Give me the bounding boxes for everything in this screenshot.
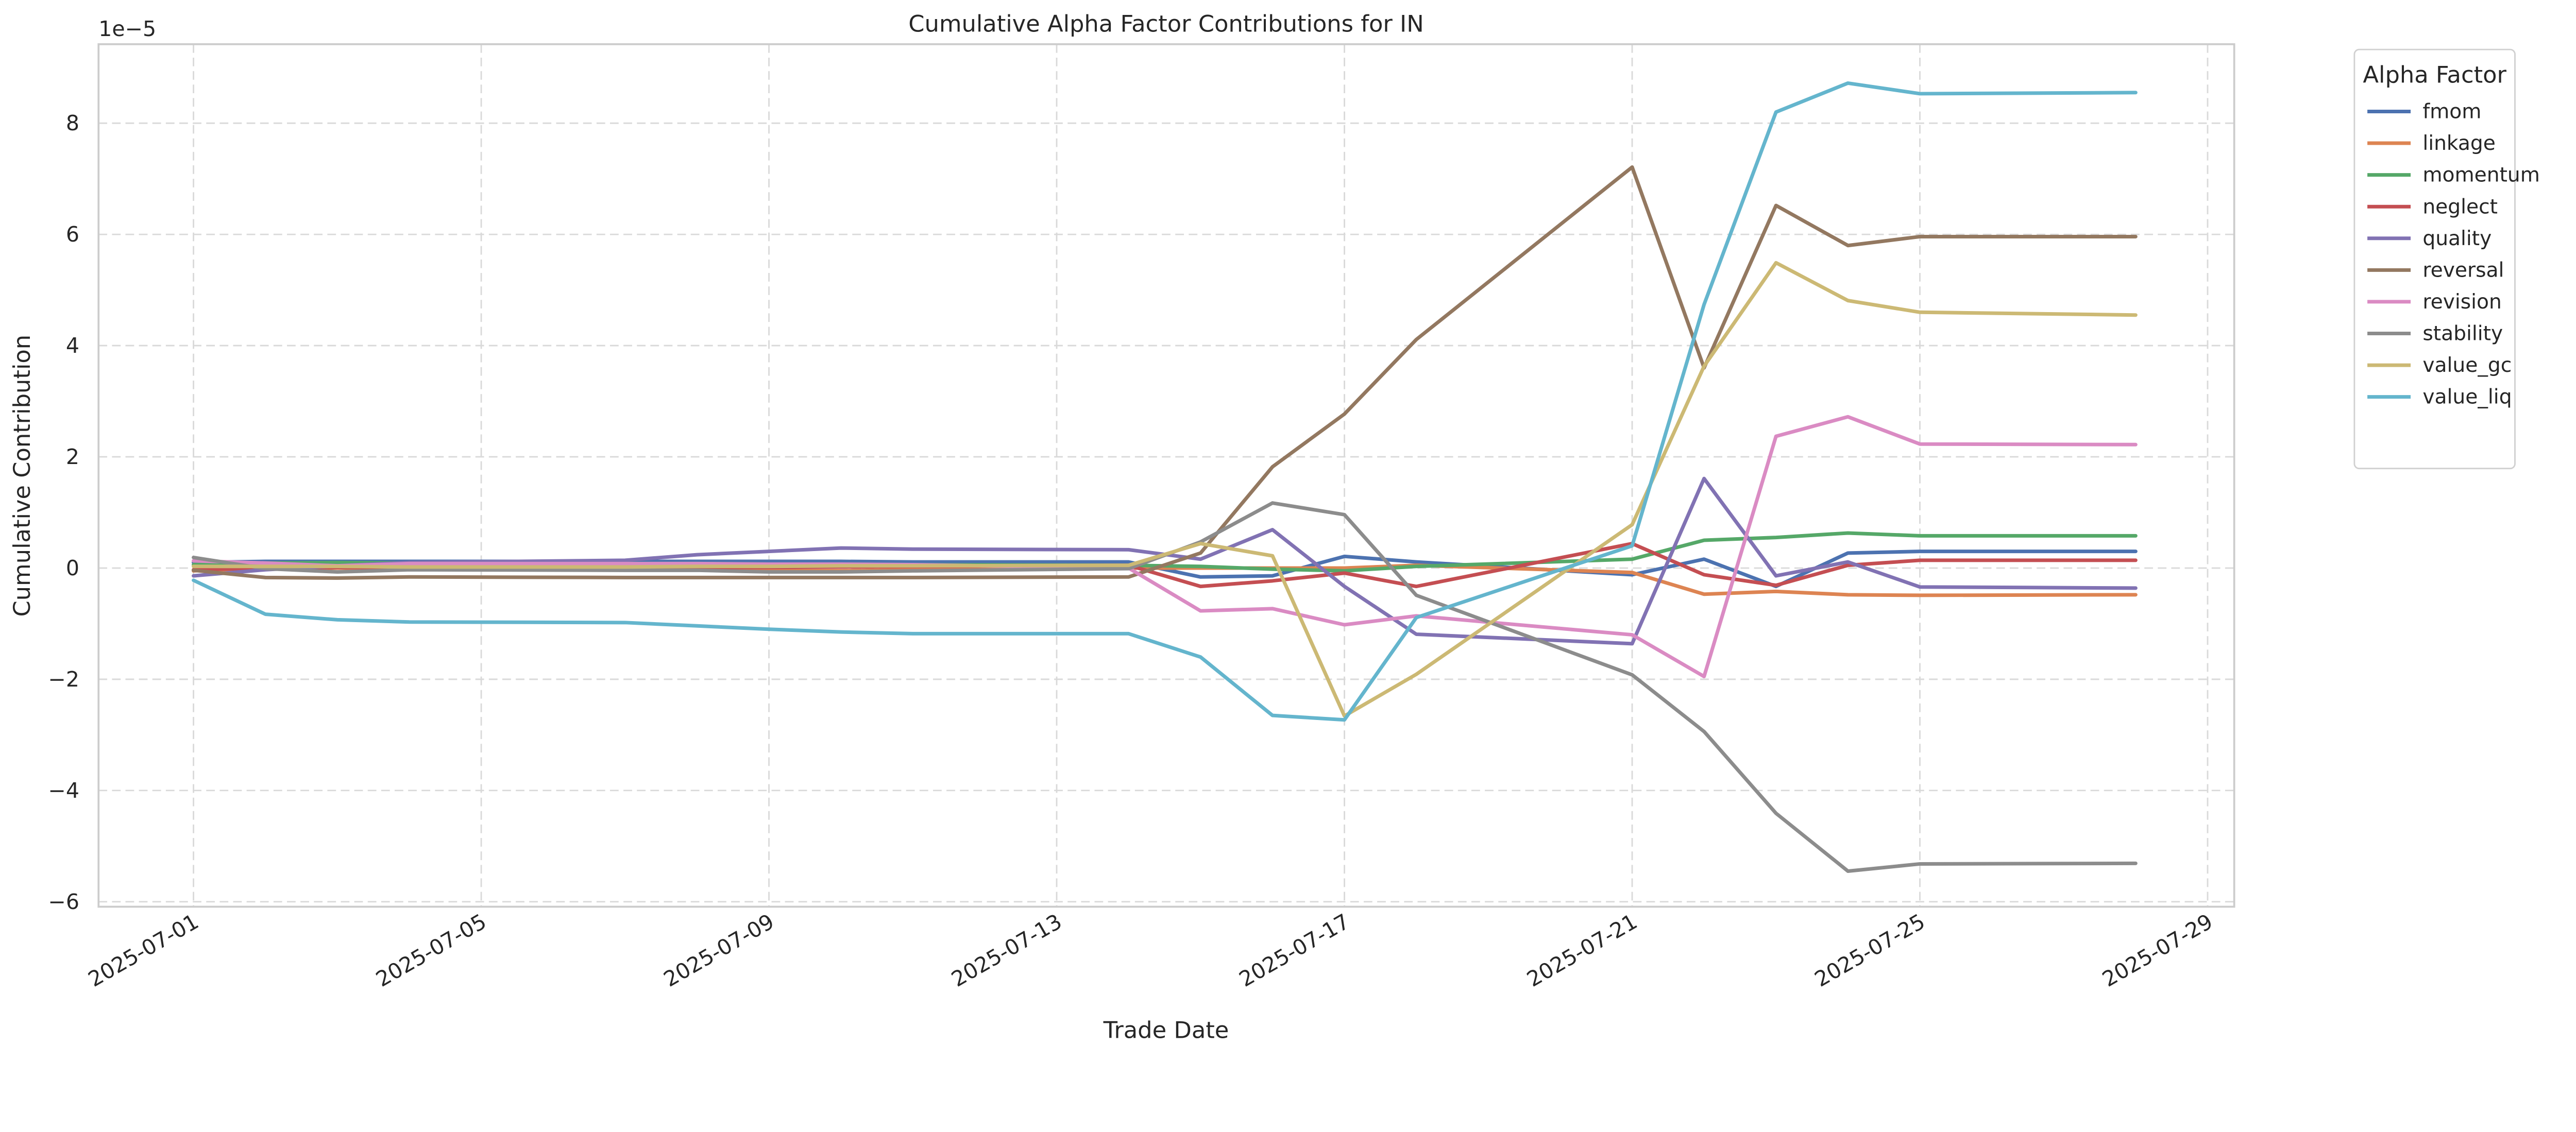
y-axis-multiplier: 1e−5 [98, 16, 156, 41]
x-tick-label: 2025-07-21 [1522, 909, 1641, 992]
series-line-revision [192, 415, 2138, 679]
series-line-reversal [192, 165, 2138, 580]
x-tick-label: 2025-07-13 [947, 909, 1066, 992]
legend-label-quality: quality [2422, 227, 2492, 250]
legend: Alpha Factor fmom linkage momentum neglect q… [2353, 48, 2540, 470]
legend-title: Alpha Factor [2363, 61, 2506, 88]
y-tick-labels: −6 −4 −2 0 2 4 6 8 [48, 111, 79, 914]
legend-label-linkage: linkage [2422, 132, 2496, 155]
y-axis-label: Cumulative Contribution [8, 335, 36, 617]
y-tick-label: −4 [48, 778, 79, 803]
series-line-quality [192, 476, 2138, 646]
y-tick-label: −2 [48, 667, 79, 692]
legend-label-momentum: momentum [2422, 164, 2540, 187]
x-tick-label: 2025-07-29 [2098, 909, 2217, 992]
x-tick-label: 2025-07-25 [1810, 909, 1929, 992]
y-tick-label: 0 [66, 556, 79, 580]
y-tick-label: −6 [48, 889, 79, 914]
x-tick-label: 2025-07-05 [372, 909, 491, 992]
x-tick-label: 2025-07-01 [84, 909, 203, 992]
line-chart: 2025-07-01 2025-07-05 2025-07-09 2025-07-13… [8, 10, 2540, 1044]
legend-label-value_liq: value_liq [2422, 386, 2512, 409]
chart-title: Cumulative Alpha Factor Contributions fo… [908, 10, 1423, 38]
series-line-value_gc [192, 261, 2138, 718]
x-tick-label: 2025-07-17 [1235, 909, 1354, 992]
legend-label-revision: revision [2422, 290, 2502, 314]
series-lines [192, 81, 2138, 873]
y-tick-label: 6 [66, 222, 79, 247]
x-tick-label: 2025-07-09 [659, 909, 778, 992]
y-tick-label: 4 [66, 333, 79, 358]
legend-label-stability: stability [2422, 322, 2503, 346]
legend-label-reversal: reversal [2422, 259, 2504, 282]
legend-label-value_gc: value_gc [2422, 354, 2512, 377]
y-tick-label: 2 [66, 444, 79, 469]
x-axis-label: Trade Date [1103, 1016, 1229, 1043]
grid [98, 44, 2234, 907]
x-tick-labels: 2025-07-01 2025-07-05 2025-07-09 2025-07-13… [84, 909, 2217, 992]
legend-label-fmom: fmom [2422, 100, 2481, 124]
series-line-stability [192, 501, 2138, 873]
plot-frame [97, 43, 2235, 908]
legend-label-neglect: neglect [2422, 195, 2498, 218]
y-tick-label: 8 [66, 111, 79, 135]
series-line-value_liq [192, 81, 2138, 722]
